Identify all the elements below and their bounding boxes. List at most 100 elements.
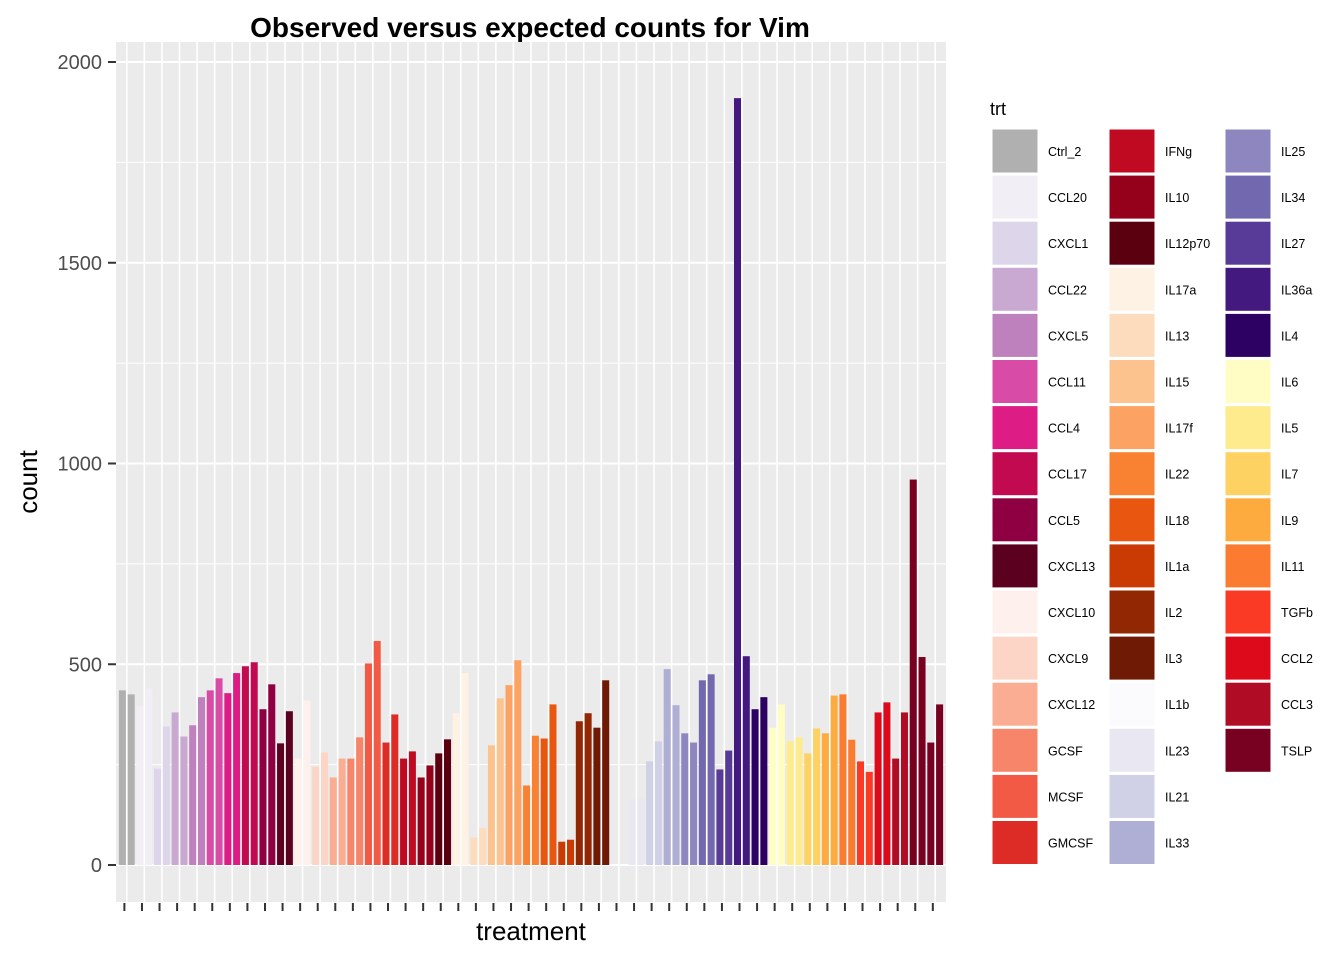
legend-label-IL25: IL25 <box>1281 145 1305 159</box>
legend-label-CXCL1: CXCL1 <box>1048 237 1088 251</box>
bar-IL17f <box>505 685 513 865</box>
x-axis-title: treatment <box>476 916 587 946</box>
legend-key-CXCL5 <box>991 312 1039 358</box>
legend-label-GCSF: GCSF <box>1048 744 1083 758</box>
legend-key-IL7 <box>1224 451 1272 497</box>
legend-label-IL7: IL7 <box>1281 468 1298 482</box>
legend-label-CCL11: CCL11 <box>1048 376 1086 390</box>
legend-label-IL34: IL34 <box>1281 191 1305 205</box>
legend-label-IL12p70: IL12p70 <box>1165 237 1210 251</box>
bar-CXCL12 <box>338 758 346 865</box>
legend-key-CCL22 <box>991 266 1039 312</box>
bar-IL11 <box>839 694 847 865</box>
bar-GCSF <box>356 737 364 865</box>
bar-Ctrl_2 <box>127 694 135 865</box>
bar-CCL2 <box>874 712 882 865</box>
chart-title: Observed versus expected counts for Vim <box>250 12 810 43</box>
bar-IL10 <box>417 777 425 865</box>
legend-key-IFNg <box>1108 128 1156 174</box>
bar-IL2 <box>575 721 583 865</box>
bar-IFNg <box>408 751 416 865</box>
bar-IL3 <box>593 727 601 865</box>
bar-TSLP <box>918 657 926 865</box>
bar-Ctrl_2 <box>118 690 126 865</box>
bar-IL23 <box>628 799 636 865</box>
bar-IL15 <box>496 698 504 865</box>
bar-CCL4 <box>233 673 241 865</box>
legend-label-CXCL12: CXCL12 <box>1048 698 1095 712</box>
legend-label-CCL3: CCL3 <box>1281 698 1313 712</box>
legend-label-IFNg: IFNg <box>1165 145 1192 159</box>
legend-label-CXCL5: CXCL5 <box>1048 329 1088 343</box>
bar-IL25 <box>690 742 698 865</box>
y-tick-label: 0 <box>91 855 102 877</box>
legend-key-GCSF <box>991 727 1039 773</box>
bar-IL34 <box>698 680 706 865</box>
bar-CCL17 <box>250 662 258 865</box>
legend-label-GMCSF: GMCSF <box>1048 837 1094 851</box>
legend-key-IL33 <box>1108 820 1156 865</box>
legend-key-IL34 <box>1224 174 1272 220</box>
bar-IL2 <box>584 713 592 865</box>
bar-IL21 <box>654 741 662 865</box>
legend-key-IL21 <box>1108 773 1156 819</box>
bar-IL1a <box>558 841 566 865</box>
legend-label-CCL5: CCL5 <box>1048 514 1080 528</box>
legend-label-CXCL10: CXCL10 <box>1048 606 1095 620</box>
bar-IL33 <box>663 669 671 865</box>
legend-label-IL1a: IL1a <box>1165 560 1189 574</box>
legend-key-IL22 <box>1108 451 1156 497</box>
bar-TSLP <box>909 479 917 865</box>
bar-IL11 <box>848 739 856 865</box>
bar-IL36a <box>742 656 750 865</box>
legend-key-IL17a <box>1108 266 1156 312</box>
bar-CCL3 <box>900 712 908 865</box>
bar-MCSF <box>373 640 381 865</box>
y-tick-label: 1000 <box>58 454 103 476</box>
bar-MCSF <box>364 663 372 865</box>
bar-GMCSF <box>382 742 390 865</box>
legend-key-CCL5 <box>991 497 1039 543</box>
legend-key-CCL4 <box>991 405 1039 451</box>
bar-CCL17 <box>241 666 249 865</box>
bar-IL17f <box>514 660 522 865</box>
legend-label-Ctrl_2: Ctrl_2 <box>1048 145 1081 159</box>
bar-CXCL1 <box>154 768 162 865</box>
legend-key-IL18 <box>1108 497 1156 543</box>
legend-key-IL10 <box>1108 174 1156 220</box>
bar-IL27 <box>716 769 724 865</box>
y-axis-title: count <box>13 449 43 513</box>
legend-key-IL12p70 <box>1108 220 1156 266</box>
bar-TSLP <box>927 742 935 865</box>
bar-IL7 <box>813 728 821 865</box>
bar-TGFb <box>857 761 865 865</box>
bar-IL25 <box>681 733 689 865</box>
bar-IL6 <box>769 727 777 865</box>
bar-CXCL5 <box>197 697 205 865</box>
legend-key-GMCSF <box>991 820 1039 865</box>
legend-label-IL17a: IL17a <box>1165 283 1196 297</box>
legend-label-IL3: IL3 <box>1165 652 1182 666</box>
bar-CCL22 <box>171 712 179 865</box>
bar-CXCL9 <box>312 766 320 865</box>
legend-key-CCL11 <box>991 359 1039 404</box>
legend-key-MCSF <box>991 773 1039 819</box>
legend-label-IL21: IL21 <box>1165 790 1189 804</box>
bar-IL18 <box>540 738 548 865</box>
legend-label-CXCL13: CXCL13 <box>1048 560 1095 574</box>
bar-IL1a <box>567 839 575 865</box>
bar-IL5 <box>795 737 803 865</box>
legend-key-IL11 <box>1224 543 1272 589</box>
grid-lines <box>116 42 946 902</box>
bar-IL12p70 <box>435 753 443 865</box>
legend-key-CXCL13 <box>991 543 1039 589</box>
legend-key-IL6 <box>1224 359 1272 404</box>
bars <box>118 98 944 865</box>
legend-label-IL2: IL2 <box>1165 606 1182 620</box>
bar-IL18 <box>549 704 557 865</box>
bar-CXCL1 <box>162 726 170 865</box>
bar-IL23 <box>637 798 645 865</box>
legend-key-IL9 <box>1224 497 1272 543</box>
bar-IL9 <box>830 695 838 865</box>
bar-CCL2 <box>883 702 891 865</box>
